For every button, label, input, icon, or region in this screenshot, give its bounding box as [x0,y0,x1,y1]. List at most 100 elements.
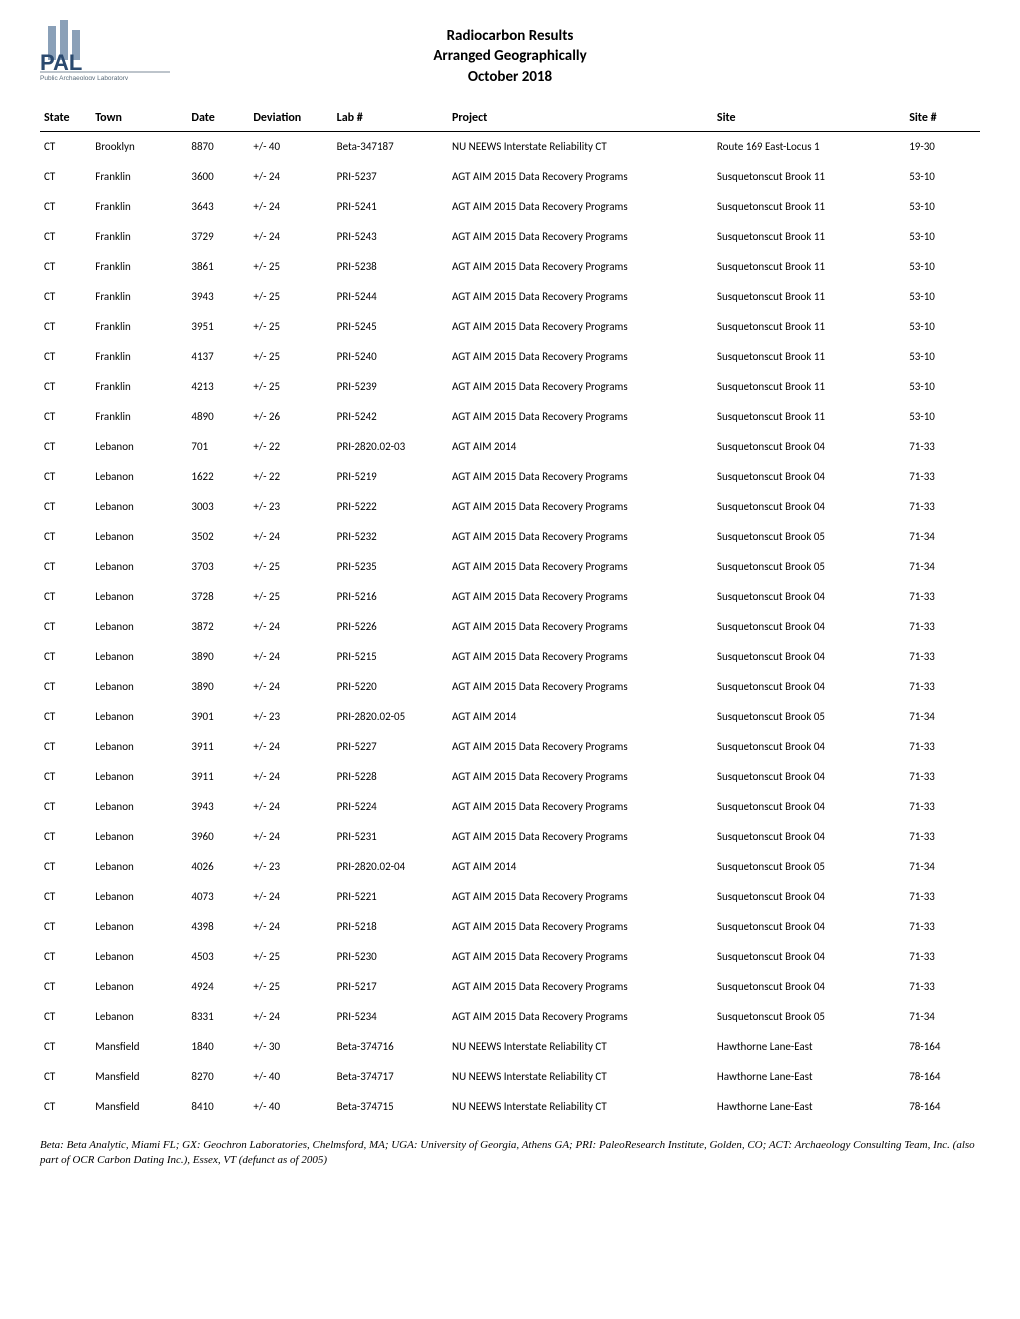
cell-dev: +/- 24 [249,1002,332,1032]
table-row: CTFranklin4213+/- 25PRI-5239AGT AIM 2015… [40,372,980,402]
cell-site: Hawthorne Lane-East [713,1062,905,1092]
cell-town: Lebanon [91,972,187,1002]
cell-dev: +/- 22 [249,462,332,492]
cell-project: AGT AIM 2015 Data Recovery Programs [448,372,713,402]
cell-town: Franklin [91,222,187,252]
cell-dev: +/- 24 [249,882,332,912]
cell-date: 3890 [187,672,249,702]
cell-date: 3960 [187,822,249,852]
cell-lab: PRI-5238 [333,252,448,282]
cell-state: CT [40,342,91,372]
cell-date: 4137 [187,342,249,372]
cell-date: 701 [187,432,249,462]
cell-state: CT [40,252,91,282]
cell-town: Lebanon [91,852,187,882]
cell-siteno: 78-164 [905,1092,980,1122]
cell-date: 4398 [187,912,249,942]
table-row: CTLebanon4398+/- 24PRI-5218AGT AIM 2015 … [40,912,980,942]
cell-date: 3901 [187,702,249,732]
cell-site: Susquetonscut Brook 11 [713,222,905,252]
cell-town: Lebanon [91,612,187,642]
cell-date: 3951 [187,312,249,342]
cell-lab: PRI-5215 [333,642,448,672]
cell-date: 3943 [187,792,249,822]
cell-siteno: 78-164 [905,1032,980,1062]
cell-lab: Beta-374716 [333,1032,448,1062]
cell-project: NU NEEWS Interstate Reliability CT [448,131,713,162]
cell-town: Brooklyn [91,131,187,162]
cell-town: Franklin [91,402,187,432]
cell-siteno: 71-33 [905,582,980,612]
table-row: CTFranklin4890+/- 26PRI-5242AGT AIM 2015… [40,402,980,432]
cell-date: 3728 [187,582,249,612]
cell-dev: +/- 40 [249,1092,332,1122]
cell-town: Franklin [91,372,187,402]
table-row: CTLebanon4503+/- 25PRI-5230AGT AIM 2015 … [40,942,980,972]
cell-siteno: 71-34 [905,852,980,882]
cell-town: Lebanon [91,822,187,852]
cell-dev: +/- 40 [249,1062,332,1092]
cell-state: CT [40,672,91,702]
cell-dev: +/- 30 [249,1032,332,1062]
cell-date: 1840 [187,1032,249,1062]
cell-lab: PRI-2820.02-03 [333,432,448,462]
cell-project: AGT AIM 2014 [448,702,713,732]
cell-site: Susquetonscut Brook 11 [713,162,905,192]
cell-state: CT [40,702,91,732]
cell-lab: PRI-5220 [333,672,448,702]
cell-date: 4213 [187,372,249,402]
cell-siteno: 71-33 [905,492,980,522]
cell-site: Susquetonscut Brook 11 [713,312,905,342]
cell-siteno: 71-34 [905,1002,980,1032]
cell-siteno: 71-33 [905,762,980,792]
table-row: CTFranklin3643+/- 24PRI-5241AGT AIM 2015… [40,192,980,222]
cell-state: CT [40,462,91,492]
cell-project: AGT AIM 2015 Data Recovery Programs [448,282,713,312]
cell-state: CT [40,312,91,342]
cell-project: AGT AIM 2015 Data Recovery Programs [448,972,713,1002]
table-row: CTLebanon3901+/- 23PRI-2820.02-05AGT AIM… [40,702,980,732]
cell-town: Lebanon [91,792,187,822]
cell-siteno: 71-33 [905,672,980,702]
cell-lab: PRI-5234 [333,1002,448,1032]
cell-project: AGT AIM 2015 Data Recovery Programs [448,192,713,222]
cell-state: CT [40,552,91,582]
th-site: Site [713,105,905,132]
cell-project: AGT AIM 2015 Data Recovery Programs [448,522,713,552]
results-table: State Town Date Deviation Lab # Project … [40,105,980,1122]
cell-project: AGT AIM 2015 Data Recovery Programs [448,612,713,642]
cell-state: CT [40,1092,91,1122]
table-row: CTMansfield8270+/- 40Beta-374717NU NEEWS… [40,1062,980,1092]
th-date: Date [187,105,249,132]
cell-date: 3703 [187,552,249,582]
th-state: State [40,105,91,132]
cell-dev: +/- 24 [249,612,332,642]
cell-site: Susquetonscut Brook 04 [713,432,905,462]
cell-dev: +/- 24 [249,162,332,192]
cell-date: 8331 [187,1002,249,1032]
cell-town: Lebanon [91,552,187,582]
table-row: CTBrooklyn8870+/- 40Beta-347187NU NEEWS … [40,131,980,162]
cell-dev: +/- 25 [249,312,332,342]
cell-dev: +/- 25 [249,372,332,402]
cell-project: AGT AIM 2015 Data Recovery Programs [448,732,713,762]
cell-state: CT [40,1002,91,1032]
cell-town: Lebanon [91,762,187,792]
cell-siteno: 71-34 [905,552,980,582]
cell-state: CT [40,222,91,252]
cell-siteno: 71-33 [905,792,980,822]
cell-state: CT [40,822,91,852]
title-line-3: October 2018 [170,67,850,87]
cell-lab: PRI-5232 [333,522,448,552]
cell-dev: +/- 25 [249,942,332,972]
cell-town: Lebanon [91,912,187,942]
th-deviation: Deviation [249,105,332,132]
cell-date: 8410 [187,1092,249,1122]
cell-dev: +/- 23 [249,852,332,882]
cell-project: NU NEEWS Interstate Reliability CT [448,1092,713,1122]
cell-state: CT [40,942,91,972]
cell-siteno: 53-10 [905,342,980,372]
cell-lab: PRI-5241 [333,192,448,222]
cell-siteno: 53-10 [905,372,980,402]
cell-site: Susquetonscut Brook 05 [713,852,905,882]
